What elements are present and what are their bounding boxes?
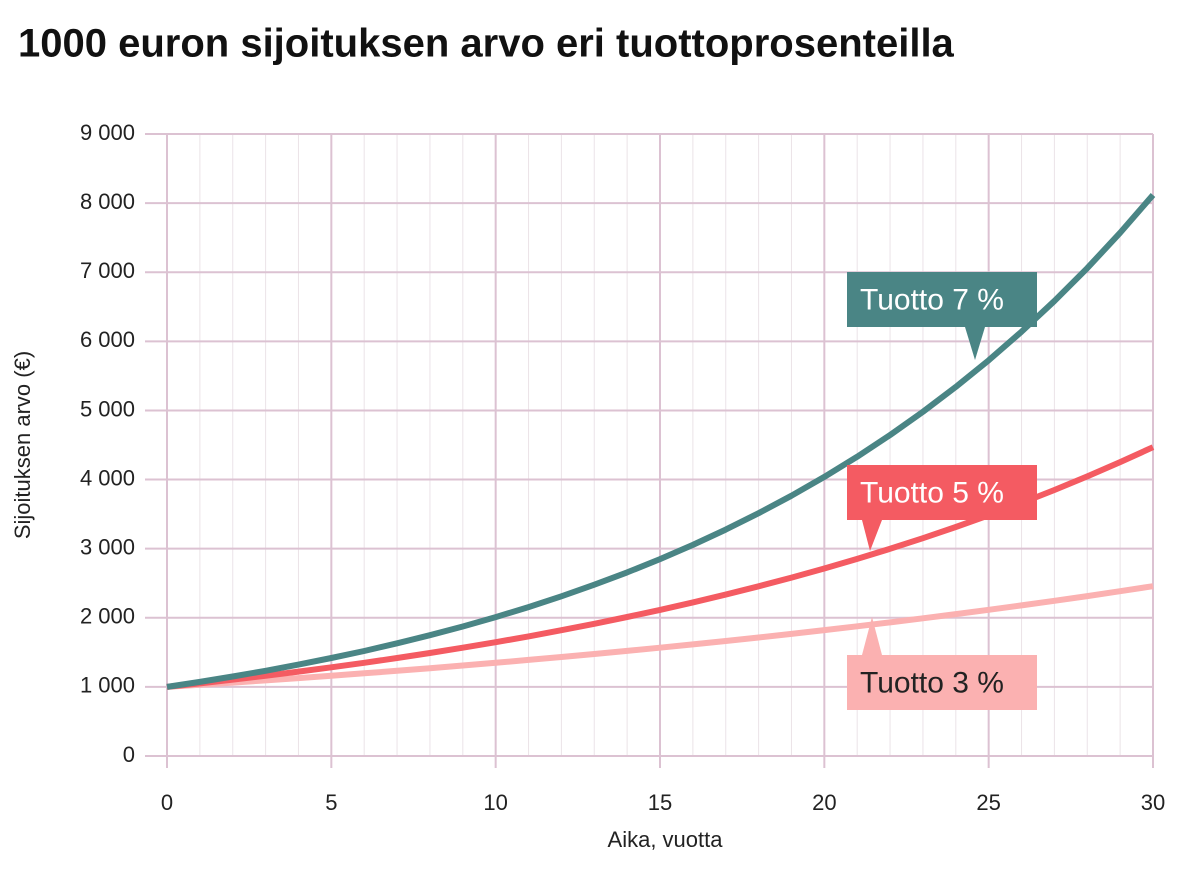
y-tick-label: 1 000 bbox=[80, 673, 135, 698]
data-line bbox=[166, 193, 1156, 690]
y-tick-label: 5 000 bbox=[80, 396, 135, 421]
legend-label: Tuotto 5 % bbox=[860, 476, 1004, 509]
y-tick-label: 2 000 bbox=[80, 604, 135, 629]
legend-label: Tuotto 3 % bbox=[860, 666, 1004, 699]
legend-label: Tuotto 7 % bbox=[860, 283, 1004, 316]
y-axis-label: Sijoituksen arvo (€) bbox=[10, 351, 35, 539]
x-tick-label: 10 bbox=[483, 790, 507, 815]
y-tick-label: 9 000 bbox=[80, 120, 135, 145]
label-box bbox=[847, 655, 1037, 710]
y-tick-label: 6 000 bbox=[80, 327, 135, 352]
y-tick-label: 0 bbox=[123, 742, 135, 767]
x-tick-label: 0 bbox=[161, 790, 173, 815]
label-pointer bbox=[965, 327, 985, 360]
label-box bbox=[847, 465, 1037, 520]
y-tick-label: 8 000 bbox=[80, 189, 135, 214]
x-axis-label: Aika, vuotta bbox=[608, 827, 724, 852]
x-tick-label: 5 bbox=[325, 790, 337, 815]
x-tick-label: 25 bbox=[976, 790, 1000, 815]
label-pointer bbox=[862, 617, 882, 655]
label-pointer bbox=[862, 520, 882, 551]
chart-title: 1000 euron sijoituksen arvo eri tuottopr… bbox=[18, 22, 955, 66]
y-tick-label: 3 000 bbox=[80, 534, 135, 559]
x-tick-label: 20 bbox=[812, 790, 836, 815]
data-line bbox=[166, 583, 1154, 690]
label-box bbox=[847, 272, 1037, 327]
x-tick-label: 15 bbox=[648, 790, 672, 815]
x-tick-label: 30 bbox=[1141, 790, 1165, 815]
y-tick-label: 7 000 bbox=[80, 258, 135, 283]
y-tick-label: 4 000 bbox=[80, 465, 135, 490]
